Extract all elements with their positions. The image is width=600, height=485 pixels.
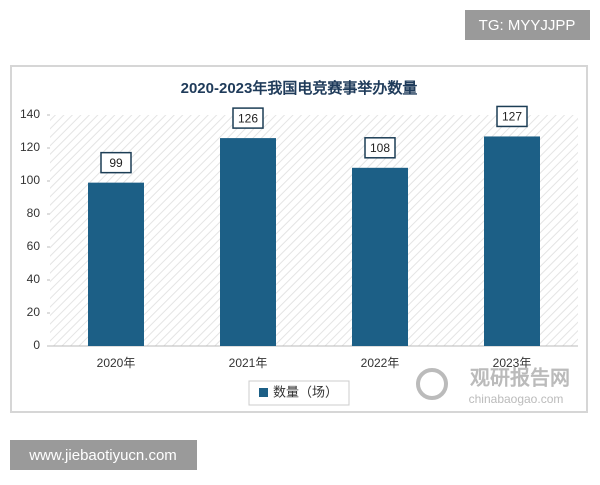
bar xyxy=(220,138,276,346)
x-tick-label: 2022年 xyxy=(361,356,400,370)
x-tick-label: 2023年 xyxy=(493,356,532,370)
y-tick-label: 100 xyxy=(20,173,40,187)
data-label-box xyxy=(364,137,396,159)
x-tick-label: 2020年 xyxy=(97,356,136,370)
data-label: 127 xyxy=(502,110,522,124)
legend-label: 数量（场） xyxy=(273,384,338,399)
data-label-box xyxy=(232,107,264,129)
y-tick-label: 0 xyxy=(33,338,40,352)
chart-title: 2020-2023年我国电竞赛事举办数量 xyxy=(181,79,418,97)
y-tick-label: 60 xyxy=(27,239,41,253)
y-tick-label: 140 xyxy=(20,107,40,121)
data-label: 99 xyxy=(109,156,123,170)
logo-url: chinabaogao.com xyxy=(469,392,564,406)
x-tick-label: 2021年 xyxy=(229,356,268,370)
logo-icon xyxy=(416,368,448,400)
y-tick-label: 80 xyxy=(27,206,41,220)
y-tick-label: 40 xyxy=(27,272,41,286)
data-label: 108 xyxy=(370,141,390,155)
bar xyxy=(352,167,408,346)
bar xyxy=(88,182,144,346)
watermark: TG: MYYJJPP xyxy=(479,17,576,34)
data-label-box xyxy=(100,151,132,174)
logo: 观研报告网 chinabaogao.com xyxy=(416,365,570,406)
data-label: 126 xyxy=(238,111,258,125)
logo-name: 观研报告网 xyxy=(470,365,570,389)
data-label-box xyxy=(496,105,528,128)
watermark-box xyxy=(465,10,590,40)
legend-swatch xyxy=(259,388,268,397)
footer: www.jiebaotiyucn.com xyxy=(28,447,177,464)
footer-box xyxy=(10,440,197,470)
bar xyxy=(484,136,540,346)
y-tick-label: 20 xyxy=(27,305,41,319)
y-tick-label: 120 xyxy=(20,140,40,154)
